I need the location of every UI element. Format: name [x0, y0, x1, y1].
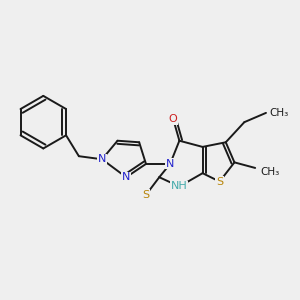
Text: N: N: [166, 159, 174, 169]
Text: CH₃: CH₃: [261, 167, 280, 177]
Text: S: S: [216, 176, 223, 187]
Text: S: S: [142, 190, 149, 200]
Text: N: N: [98, 154, 106, 164]
Text: N: N: [122, 172, 130, 182]
Text: NH: NH: [171, 182, 188, 191]
Text: O: O: [169, 114, 178, 124]
Text: CH₃: CH₃: [270, 108, 289, 118]
